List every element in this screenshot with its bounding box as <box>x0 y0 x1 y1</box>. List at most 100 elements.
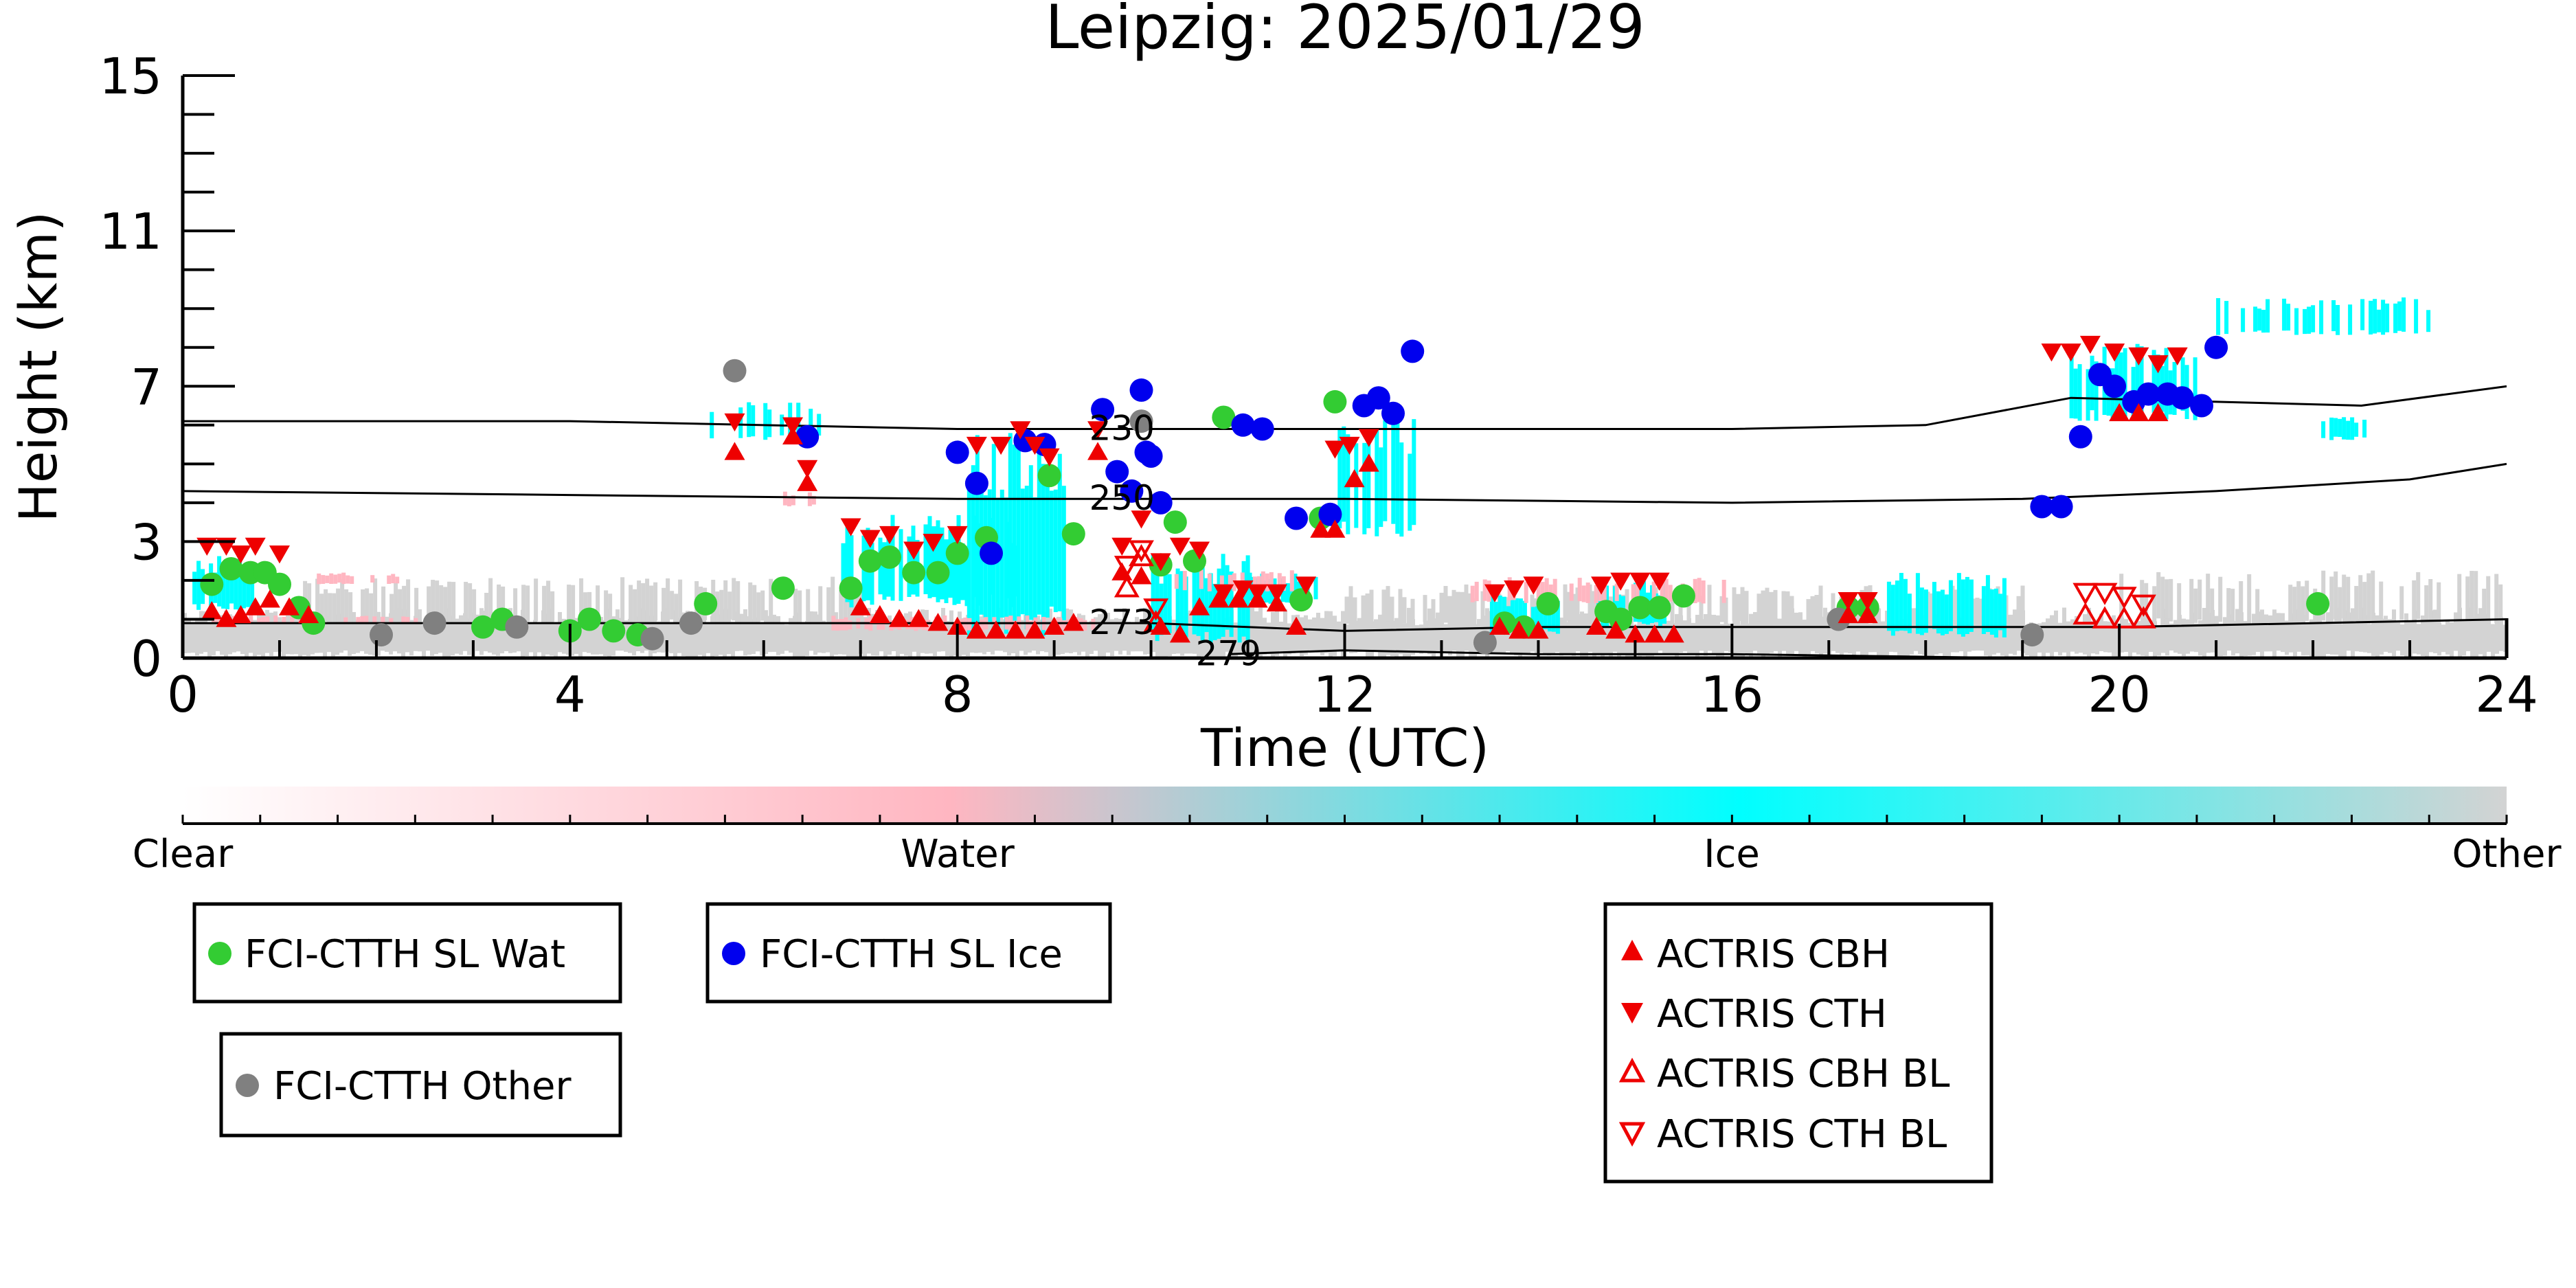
cloud-column <box>216 616 221 622</box>
data-point <box>1381 401 1405 425</box>
cloud-column <box>356 617 361 623</box>
cloud-column <box>1264 580 1269 603</box>
cloud-column <box>1975 598 1980 626</box>
cloud-column <box>2128 622 2132 658</box>
data-point <box>1605 620 1627 639</box>
cloud-column <box>867 608 871 654</box>
cloud-column <box>387 575 392 584</box>
cloud-column <box>1860 619 1864 657</box>
data-point <box>1473 631 1497 655</box>
cloud-column <box>809 611 813 651</box>
cloud-column <box>1670 594 1675 625</box>
x-tick-label: 20 <box>2088 666 2151 723</box>
cloud-column <box>1954 589 1959 622</box>
cloud-column <box>831 576 835 622</box>
cloud-column <box>1316 613 1320 653</box>
cloud-column <box>2441 624 2445 653</box>
cloud-column <box>747 402 752 438</box>
cloud-column <box>822 620 826 653</box>
cloud-column <box>2384 615 2388 652</box>
cloud-column <box>2303 308 2307 335</box>
cloud-column <box>1886 581 1891 631</box>
cloud-column <box>1757 620 1761 654</box>
data-point <box>795 425 820 449</box>
cloud-column <box>2180 357 2185 411</box>
cloud-column <box>971 465 975 635</box>
cloud-column <box>1131 622 1135 652</box>
data-point <box>505 615 529 639</box>
cloud-column <box>2253 306 2258 332</box>
data-point <box>1037 464 1061 488</box>
cloud-column <box>2086 369 2090 421</box>
cloud-column <box>2421 615 2425 656</box>
cloud-column <box>1594 585 1598 603</box>
cloud-column <box>2309 619 2314 657</box>
cloud-column <box>1614 583 1619 601</box>
cloud-column <box>1407 607 1411 658</box>
cloud-column <box>591 615 595 655</box>
cloud-column <box>282 617 286 623</box>
data-point <box>602 619 626 643</box>
cloud-column <box>1016 438 1021 633</box>
cloud-column <box>645 578 650 622</box>
cloud-column <box>398 589 403 622</box>
cloud-column <box>2235 609 2239 654</box>
data-point <box>269 545 290 564</box>
cloud-column <box>1901 619 1906 658</box>
cloud-column <box>2347 612 2351 651</box>
cloud-column <box>1456 615 1460 657</box>
cloud-column <box>2424 585 2429 623</box>
cloud-column <box>1412 419 1416 526</box>
cloud-column <box>2281 613 2285 653</box>
y-tick-label: 15 <box>99 47 162 105</box>
cloud-column <box>850 610 855 658</box>
cloud-column <box>1770 609 1774 653</box>
cloud-column <box>2362 420 2367 438</box>
cloud-column <box>1160 614 1164 657</box>
data-point <box>1310 519 1331 538</box>
cloud-column <box>629 585 633 623</box>
cloud-column <box>879 618 883 652</box>
legend-marker-wat <box>208 942 231 965</box>
cloud-column <box>430 620 434 656</box>
cloud-column <box>751 405 756 437</box>
cloud-column <box>1889 620 1893 652</box>
cloud-column <box>747 616 752 655</box>
series-fci-ctth-other <box>370 359 2044 655</box>
observation-markers <box>196 335 2330 655</box>
cloud-column <box>899 529 903 601</box>
data-point <box>1285 506 1308 530</box>
cloud-column <box>1493 619 1498 654</box>
cloud-column <box>1514 598 1519 633</box>
cloud-column <box>2173 620 2178 653</box>
data-point <box>1213 584 1234 602</box>
cloud-column <box>807 492 812 506</box>
legend-label-cbh-bl: ACTRIS CBH BL <box>1657 1052 1950 1096</box>
cloud-column <box>393 610 397 652</box>
cloud-column <box>249 609 253 653</box>
cloud-column <box>1693 578 1697 604</box>
cloud-column <box>2336 305 2340 335</box>
data-point <box>1087 421 1109 440</box>
data-point <box>1629 572 1651 591</box>
cloud-column <box>501 586 506 620</box>
cloud-column <box>1287 623 1291 655</box>
cloud-column <box>846 618 850 658</box>
cloud-column <box>471 612 475 658</box>
cloud-column <box>2495 620 2499 654</box>
cloud-column <box>265 609 269 653</box>
data-point <box>926 561 950 585</box>
cloud-column <box>793 589 798 623</box>
cloud-column <box>587 591 592 620</box>
cloud-column <box>641 583 646 624</box>
cloud-column <box>698 620 702 655</box>
cloud-column <box>1091 618 1096 630</box>
cloud-column <box>409 620 414 656</box>
x-tick-label: 4 <box>554 666 586 723</box>
cloud-column <box>343 621 348 651</box>
cloud-column <box>290 615 295 623</box>
data-point <box>859 530 881 548</box>
cloud-column <box>719 589 724 624</box>
cloud-column <box>1803 620 1807 657</box>
data-point <box>797 460 818 478</box>
